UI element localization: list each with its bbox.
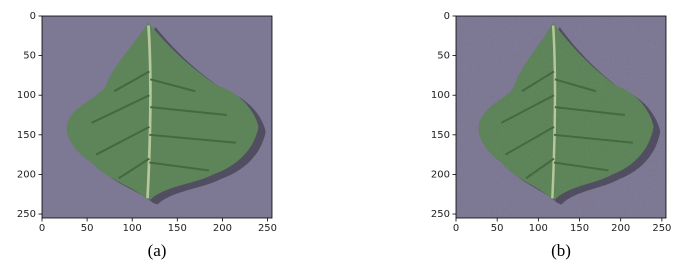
- x-tick-label: 100: [123, 223, 142, 234]
- y-tick-label: 50: [437, 51, 450, 62]
- y-tick-label: 150: [431, 130, 450, 141]
- y-tick-label: 250: [17, 209, 36, 220]
- y-tick-label: 150: [17, 130, 36, 141]
- caption: (a): [148, 241, 167, 260]
- y-tick-label: 250: [431, 209, 450, 220]
- x-tick-label: 250: [652, 223, 671, 234]
- x-tick-label: 100: [529, 223, 548, 234]
- y-tick-label: 200: [17, 169, 36, 180]
- caption: (b): [551, 241, 571, 260]
- y-tick-label: 0: [30, 11, 36, 22]
- x-tick-label: 150: [168, 223, 187, 234]
- x-tick-label: 200: [611, 223, 630, 234]
- y-tick-label: 50: [23, 51, 36, 62]
- image-a: [42, 16, 272, 218]
- y-tick-label: 100: [431, 90, 450, 101]
- x-tick-label: 250: [258, 223, 277, 234]
- image-b: [456, 16, 666, 218]
- y-tick-label: 200: [431, 169, 450, 180]
- figure: 050100150200250050100150200250(a)0501001…: [0, 0, 677, 264]
- x-tick-label: 0: [39, 223, 45, 234]
- x-tick-label: 150: [570, 223, 589, 234]
- y-tick-label: 0: [444, 11, 450, 22]
- x-tick-label: 50: [491, 223, 504, 234]
- page: {"chart_data": [ {"type": "image", "capt…: [0, 0, 677, 264]
- x-tick-label: 200: [213, 223, 232, 234]
- y-tick-label: 100: [17, 90, 36, 101]
- x-tick-label: 0: [453, 223, 459, 234]
- x-tick-label: 50: [81, 223, 94, 234]
